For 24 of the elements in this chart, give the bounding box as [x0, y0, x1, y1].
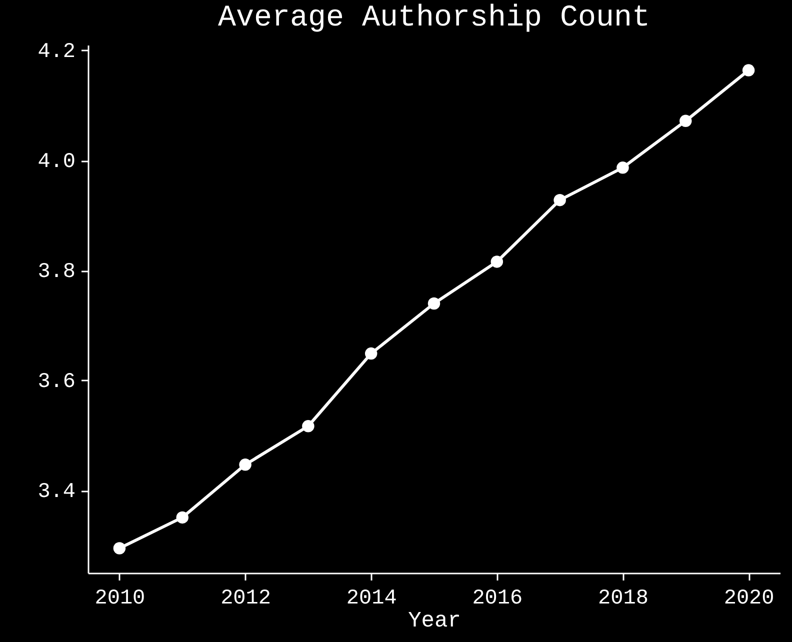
x-tick-label: 2018 — [598, 588, 648, 610]
x-tick-label: 2016 — [472, 588, 523, 610]
y-tick-label: 3.8 — [38, 261, 76, 284]
point — [616, 162, 629, 174]
chart-title: Average Authorship Count — [218, 2, 650, 36]
point — [554, 194, 566, 206]
x-axis-title: Year — [408, 608, 461, 634]
x-tick-label: 2020 — [724, 588, 774, 610]
point — [364, 347, 378, 360]
point — [490, 256, 504, 268]
x-tick-label: 2010 — [94, 588, 146, 610]
point — [113, 542, 126, 554]
y-tick-label: 4.0 — [38, 151, 76, 174]
y-tick-label: 3.4 — [38, 481, 76, 504]
point — [742, 64, 755, 76]
x-tick-label: 2014 — [346, 588, 397, 610]
point — [302, 420, 314, 432]
y-tick-label: 3.6 — [38, 371, 76, 394]
point — [428, 297, 440, 310]
point — [239, 458, 252, 471]
y-tick-label: 4.2 — [38, 41, 76, 64]
point — [176, 511, 188, 524]
point — [680, 114, 692, 128]
x-tick-label: 2012 — [220, 588, 271, 610]
